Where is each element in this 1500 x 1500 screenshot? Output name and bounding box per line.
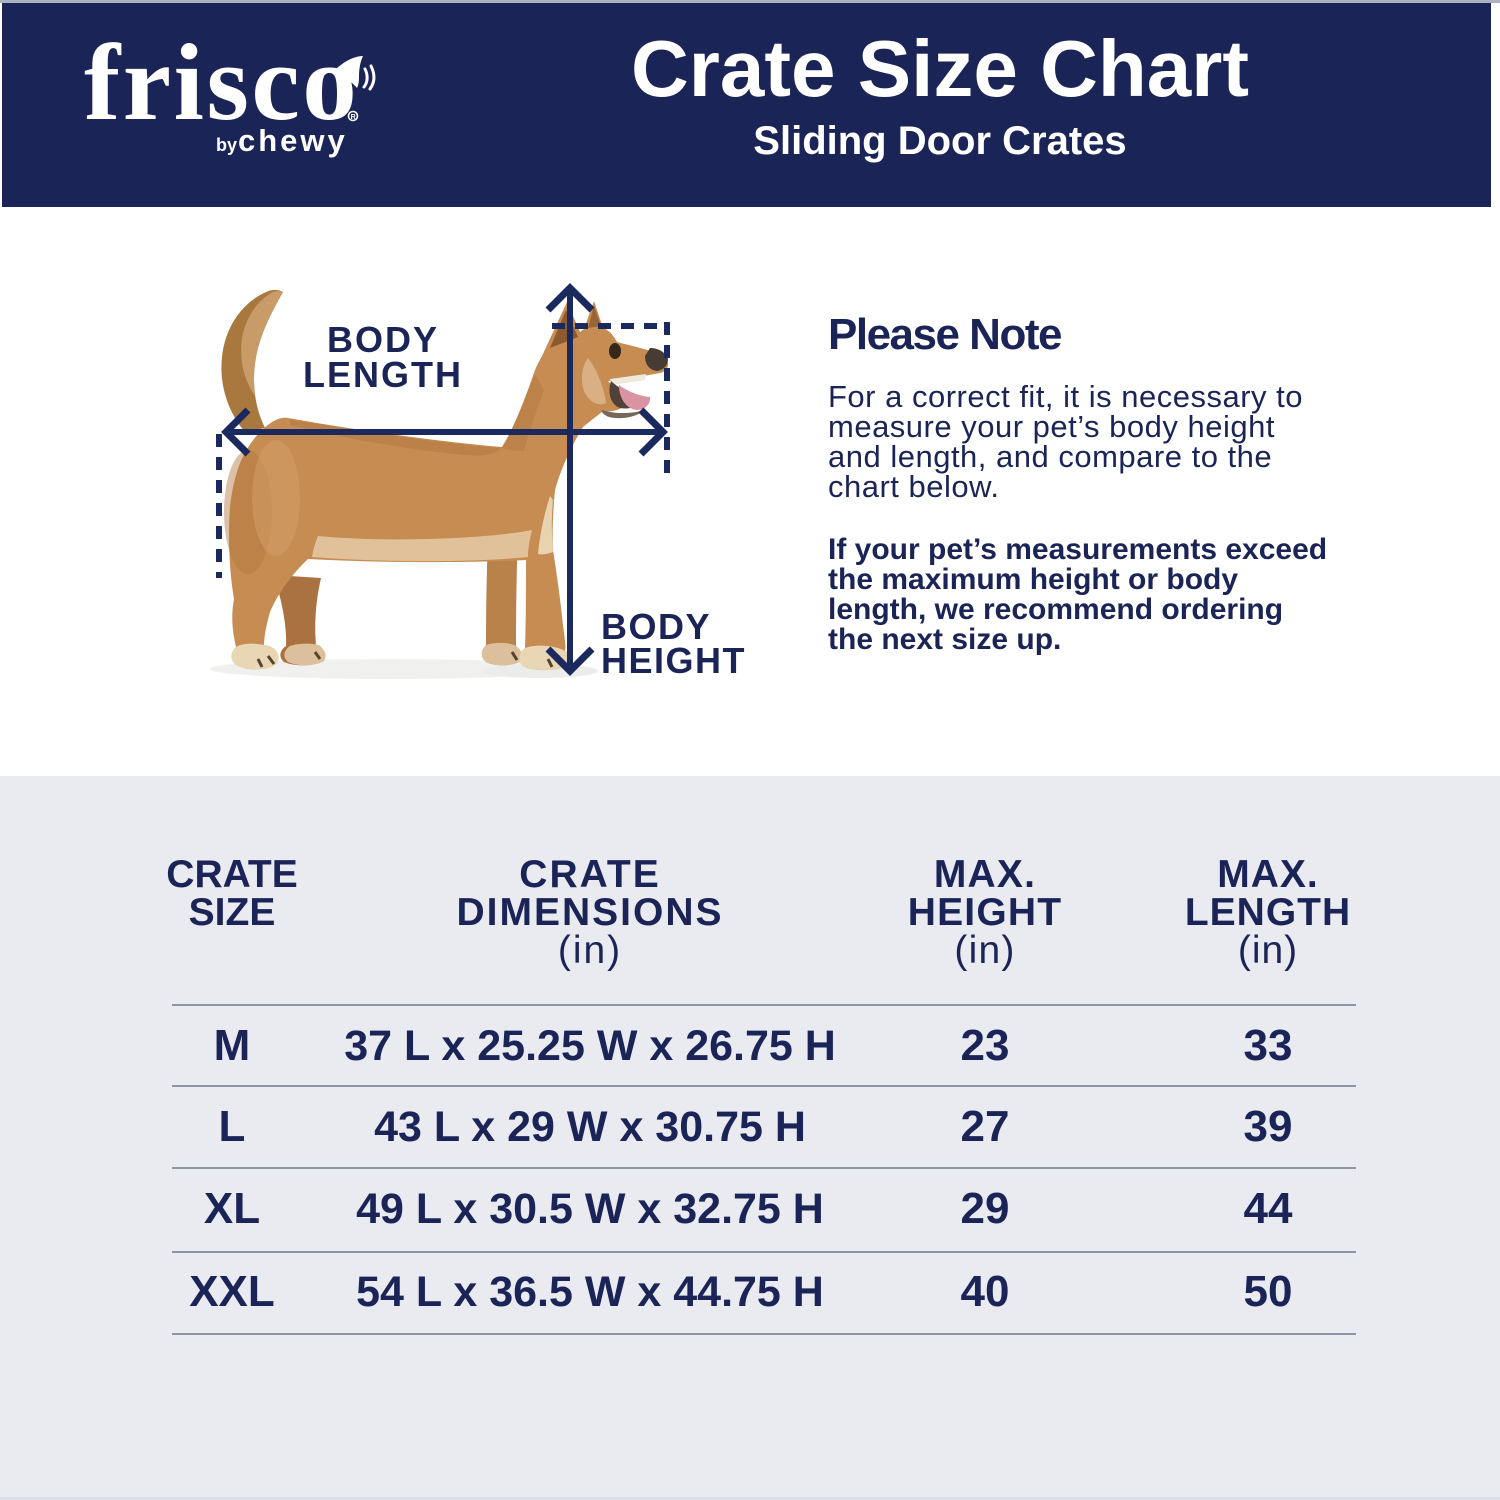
svg-text:frisco: frisco: [84, 36, 359, 143]
svg-text:by: by: [216, 135, 237, 155]
svg-text:R: R: [351, 114, 356, 121]
svg-text:chewy: chewy: [238, 123, 348, 158]
